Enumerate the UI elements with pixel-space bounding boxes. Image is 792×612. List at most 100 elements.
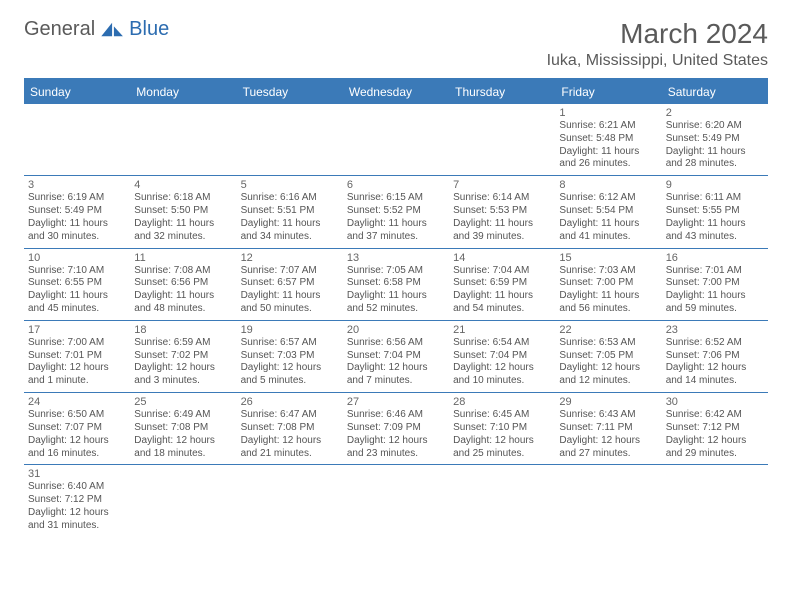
daylight-line-1: Daylight: 12 hours xyxy=(666,435,764,448)
sunrise-line: Sunrise: 7:03 AM xyxy=(559,265,657,278)
day-header: Wednesday xyxy=(343,80,449,104)
day-number: 3 xyxy=(28,178,126,192)
daylight-line-2: and 14 minutes. xyxy=(666,375,764,388)
daylight-line-1: Daylight: 11 hours xyxy=(241,218,339,231)
day-cell: 26Sunrise: 6:47 AMSunset: 7:08 PMDayligh… xyxy=(237,393,343,464)
daylight-line-2: and 7 minutes. xyxy=(347,375,445,388)
day-number: 28 xyxy=(453,395,551,409)
day-cell: 8Sunrise: 6:12 AMSunset: 5:54 PMDaylight… xyxy=(555,176,661,247)
sunset-line: Sunset: 7:01 PM xyxy=(28,350,126,363)
daylight-line-2: and 34 minutes. xyxy=(241,231,339,244)
sunset-line: Sunset: 5:52 PM xyxy=(347,205,445,218)
calendar: SundayMondayTuesdayWednesdayThursdayFrid… xyxy=(24,78,768,537)
day-cell: 12Sunrise: 7:07 AMSunset: 6:57 PMDayligh… xyxy=(237,249,343,320)
daylight-line-2: and 32 minutes. xyxy=(134,231,232,244)
day-number: 10 xyxy=(28,251,126,265)
day-number: 11 xyxy=(134,251,232,265)
sunrise-line: Sunrise: 6:47 AM xyxy=(241,409,339,422)
daylight-line-2: and 30 minutes. xyxy=(28,231,126,244)
day-header: Saturday xyxy=(662,80,768,104)
day-number: 4 xyxy=(134,178,232,192)
daylight-line-1: Daylight: 12 hours xyxy=(347,362,445,375)
daylight-line-2: and 25 minutes. xyxy=(453,448,551,461)
sunset-line: Sunset: 6:55 PM xyxy=(28,277,126,290)
daylight-line-1: Daylight: 11 hours xyxy=(134,218,232,231)
day-cell-empty xyxy=(24,104,130,175)
sunrise-line: Sunrise: 6:59 AM xyxy=(134,337,232,350)
day-cell-empty xyxy=(130,104,236,175)
daylight-line-2: and 27 minutes. xyxy=(559,448,657,461)
day-cell: 15Sunrise: 7:03 AMSunset: 7:00 PMDayligh… xyxy=(555,249,661,320)
sunrise-line: Sunrise: 6:21 AM xyxy=(559,120,657,133)
day-cell: 7Sunrise: 6:14 AMSunset: 5:53 PMDaylight… xyxy=(449,176,555,247)
day-cell: 20Sunrise: 6:56 AMSunset: 7:04 PMDayligh… xyxy=(343,321,449,392)
daylight-line-2: and 29 minutes. xyxy=(666,448,764,461)
daylight-line-2: and 5 minutes. xyxy=(241,375,339,388)
sunset-line: Sunset: 7:10 PM xyxy=(453,422,551,435)
sunset-line: Sunset: 7:12 PM xyxy=(28,494,126,507)
day-number: 22 xyxy=(559,323,657,337)
week-row: 24Sunrise: 6:50 AMSunset: 7:07 PMDayligh… xyxy=(24,393,768,465)
daylight-line-2: and 16 minutes. xyxy=(28,448,126,461)
daylight-line-2: and 10 minutes. xyxy=(453,375,551,388)
daylight-line-2: and 41 minutes. xyxy=(559,231,657,244)
day-cell: 30Sunrise: 6:42 AMSunset: 7:12 PMDayligh… xyxy=(662,393,768,464)
sunrise-line: Sunrise: 6:57 AM xyxy=(241,337,339,350)
sunrise-line: Sunrise: 6:46 AM xyxy=(347,409,445,422)
day-number: 21 xyxy=(453,323,551,337)
day-cell-empty xyxy=(237,104,343,175)
day-cell: 29Sunrise: 6:43 AMSunset: 7:11 PMDayligh… xyxy=(555,393,661,464)
daylight-line-1: Daylight: 12 hours xyxy=(28,507,126,520)
daylight-line-1: Daylight: 12 hours xyxy=(666,362,764,375)
sunrise-line: Sunrise: 6:45 AM xyxy=(453,409,551,422)
day-cell: 23Sunrise: 6:52 AMSunset: 7:06 PMDayligh… xyxy=(662,321,768,392)
day-number: 5 xyxy=(241,178,339,192)
daylight-line-2: and 50 minutes. xyxy=(241,303,339,316)
daylight-line-1: Daylight: 11 hours xyxy=(28,218,126,231)
day-number: 16 xyxy=(666,251,764,265)
day-number: 12 xyxy=(241,251,339,265)
sunset-line: Sunset: 5:50 PM xyxy=(134,205,232,218)
day-number: 27 xyxy=(347,395,445,409)
day-number: 19 xyxy=(241,323,339,337)
day-header: Sunday xyxy=(24,80,130,104)
daylight-line-2: and 21 minutes. xyxy=(241,448,339,461)
daylight-line-1: Daylight: 11 hours xyxy=(453,218,551,231)
sunset-line: Sunset: 7:00 PM xyxy=(666,277,764,290)
day-cell-empty xyxy=(449,465,555,536)
sunset-line: Sunset: 7:08 PM xyxy=(241,422,339,435)
sunrise-line: Sunrise: 6:12 AM xyxy=(559,192,657,205)
sunrise-line: Sunrise: 7:01 AM xyxy=(666,265,764,278)
day-cell-empty xyxy=(237,465,343,536)
logo-text-general: General xyxy=(24,18,95,41)
day-cell-empty xyxy=(555,465,661,536)
day-number: 17 xyxy=(28,323,126,337)
day-cell: 5Sunrise: 6:16 AMSunset: 5:51 PMDaylight… xyxy=(237,176,343,247)
daylight-line-1: Daylight: 12 hours xyxy=(28,362,126,375)
sunrise-line: Sunrise: 6:11 AM xyxy=(666,192,764,205)
location: Iuka, Mississippi, United States xyxy=(547,52,768,70)
sunset-line: Sunset: 7:07 PM xyxy=(28,422,126,435)
day-cell: 10Sunrise: 7:10 AMSunset: 6:55 PMDayligh… xyxy=(24,249,130,320)
daylight-line-1: Daylight: 12 hours xyxy=(347,435,445,448)
daylight-line-2: and 28 minutes. xyxy=(666,158,764,171)
daylight-line-1: Daylight: 11 hours xyxy=(347,218,445,231)
day-cell: 9Sunrise: 6:11 AMSunset: 5:55 PMDaylight… xyxy=(662,176,768,247)
daylight-line-1: Daylight: 11 hours xyxy=(559,290,657,303)
sunset-line: Sunset: 7:04 PM xyxy=(347,350,445,363)
month-year: March 2024 xyxy=(547,18,768,50)
daylight-line-1: Daylight: 11 hours xyxy=(347,290,445,303)
day-number: 8 xyxy=(559,178,657,192)
sunset-line: Sunset: 7:06 PM xyxy=(666,350,764,363)
week-row: 17Sunrise: 7:00 AMSunset: 7:01 PMDayligh… xyxy=(24,321,768,393)
day-cell: 6Sunrise: 6:15 AMSunset: 5:52 PMDaylight… xyxy=(343,176,449,247)
sunset-line: Sunset: 5:55 PM xyxy=(666,205,764,218)
daylight-line-2: and 26 minutes. xyxy=(559,158,657,171)
daylight-line-1: Daylight: 12 hours xyxy=(559,362,657,375)
day-number: 20 xyxy=(347,323,445,337)
daylight-line-2: and 37 minutes. xyxy=(347,231,445,244)
day-cell-empty xyxy=(343,104,449,175)
daylight-line-1: Daylight: 11 hours xyxy=(241,290,339,303)
day-number: 29 xyxy=(559,395,657,409)
day-cell: 17Sunrise: 7:00 AMSunset: 7:01 PMDayligh… xyxy=(24,321,130,392)
